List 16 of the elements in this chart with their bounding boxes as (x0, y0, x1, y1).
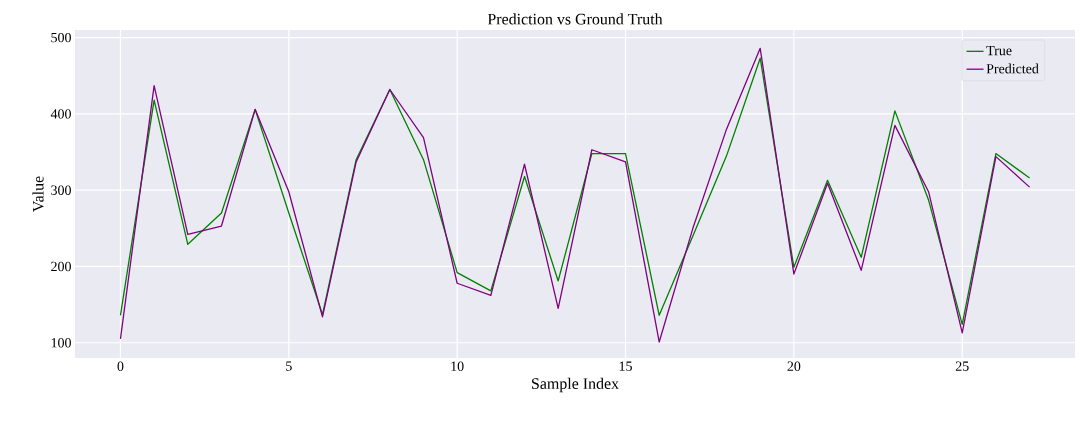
x-tick-label: 10 (451, 361, 464, 371)
y-tick-label: 200 (51, 261, 71, 272)
y-tick-label: 100 (51, 338, 71, 348)
y-tick-label: 400 (50, 109, 71, 119)
chart-title: Prediction vs Ground Truth (487, 13, 663, 25)
legend-label: Predicted (986, 63, 1039, 74)
y-axis-title: Value (32, 176, 44, 212)
x-tick-label: 25 (955, 361, 969, 371)
x-tick-label: 0 (117, 361, 124, 371)
x-tick-label: 5 (286, 361, 292, 371)
y-tick-label: 300 (51, 185, 71, 195)
x-tick-label: 20 (787, 361, 801, 371)
x-axis-title: Sample Index (532, 377, 619, 393)
x-tick-label: 15 (619, 361, 632, 371)
y-tick-label: 500 (51, 32, 71, 43)
legend-label: True (986, 46, 1012, 56)
